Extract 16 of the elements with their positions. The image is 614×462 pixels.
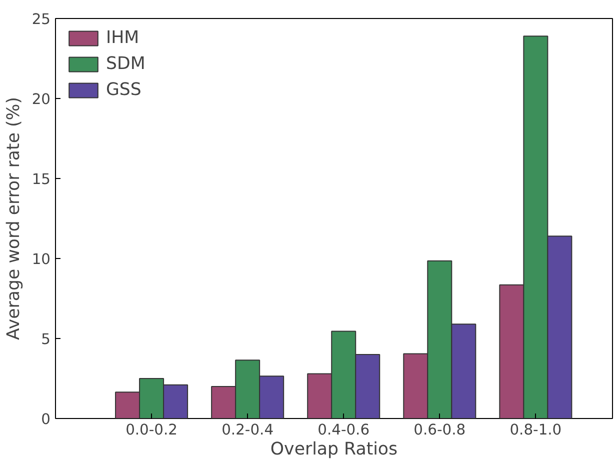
x-tick-label: 0.6-0.8: [414, 422, 466, 438]
x-tick-label: 0.4-0.6: [318, 422, 370, 438]
y-tick-label: 10: [32, 251, 51, 268]
x-tick-label: 0.2-0.4: [222, 422, 274, 438]
y-axis-title: Average word error rate (%): [4, 97, 24, 340]
legend-label: SDM: [106, 54, 146, 74]
y-tick-label: 20: [32, 91, 51, 108]
x-tick-label: 0.0-0.2: [126, 422, 178, 438]
legend-label: IHM: [106, 28, 140, 48]
y-tick-label: 5: [41, 331, 51, 348]
y-tick-label: 25: [32, 11, 51, 28]
x-axis-title: Overlap Ratios: [270, 440, 398, 460]
x-tick-label: 0.8-1.0: [510, 422, 562, 438]
y-tick-label: 0: [41, 411, 51, 428]
y-tick-label: 15: [32, 171, 51, 188]
legend-label: GSS: [106, 80, 142, 100]
